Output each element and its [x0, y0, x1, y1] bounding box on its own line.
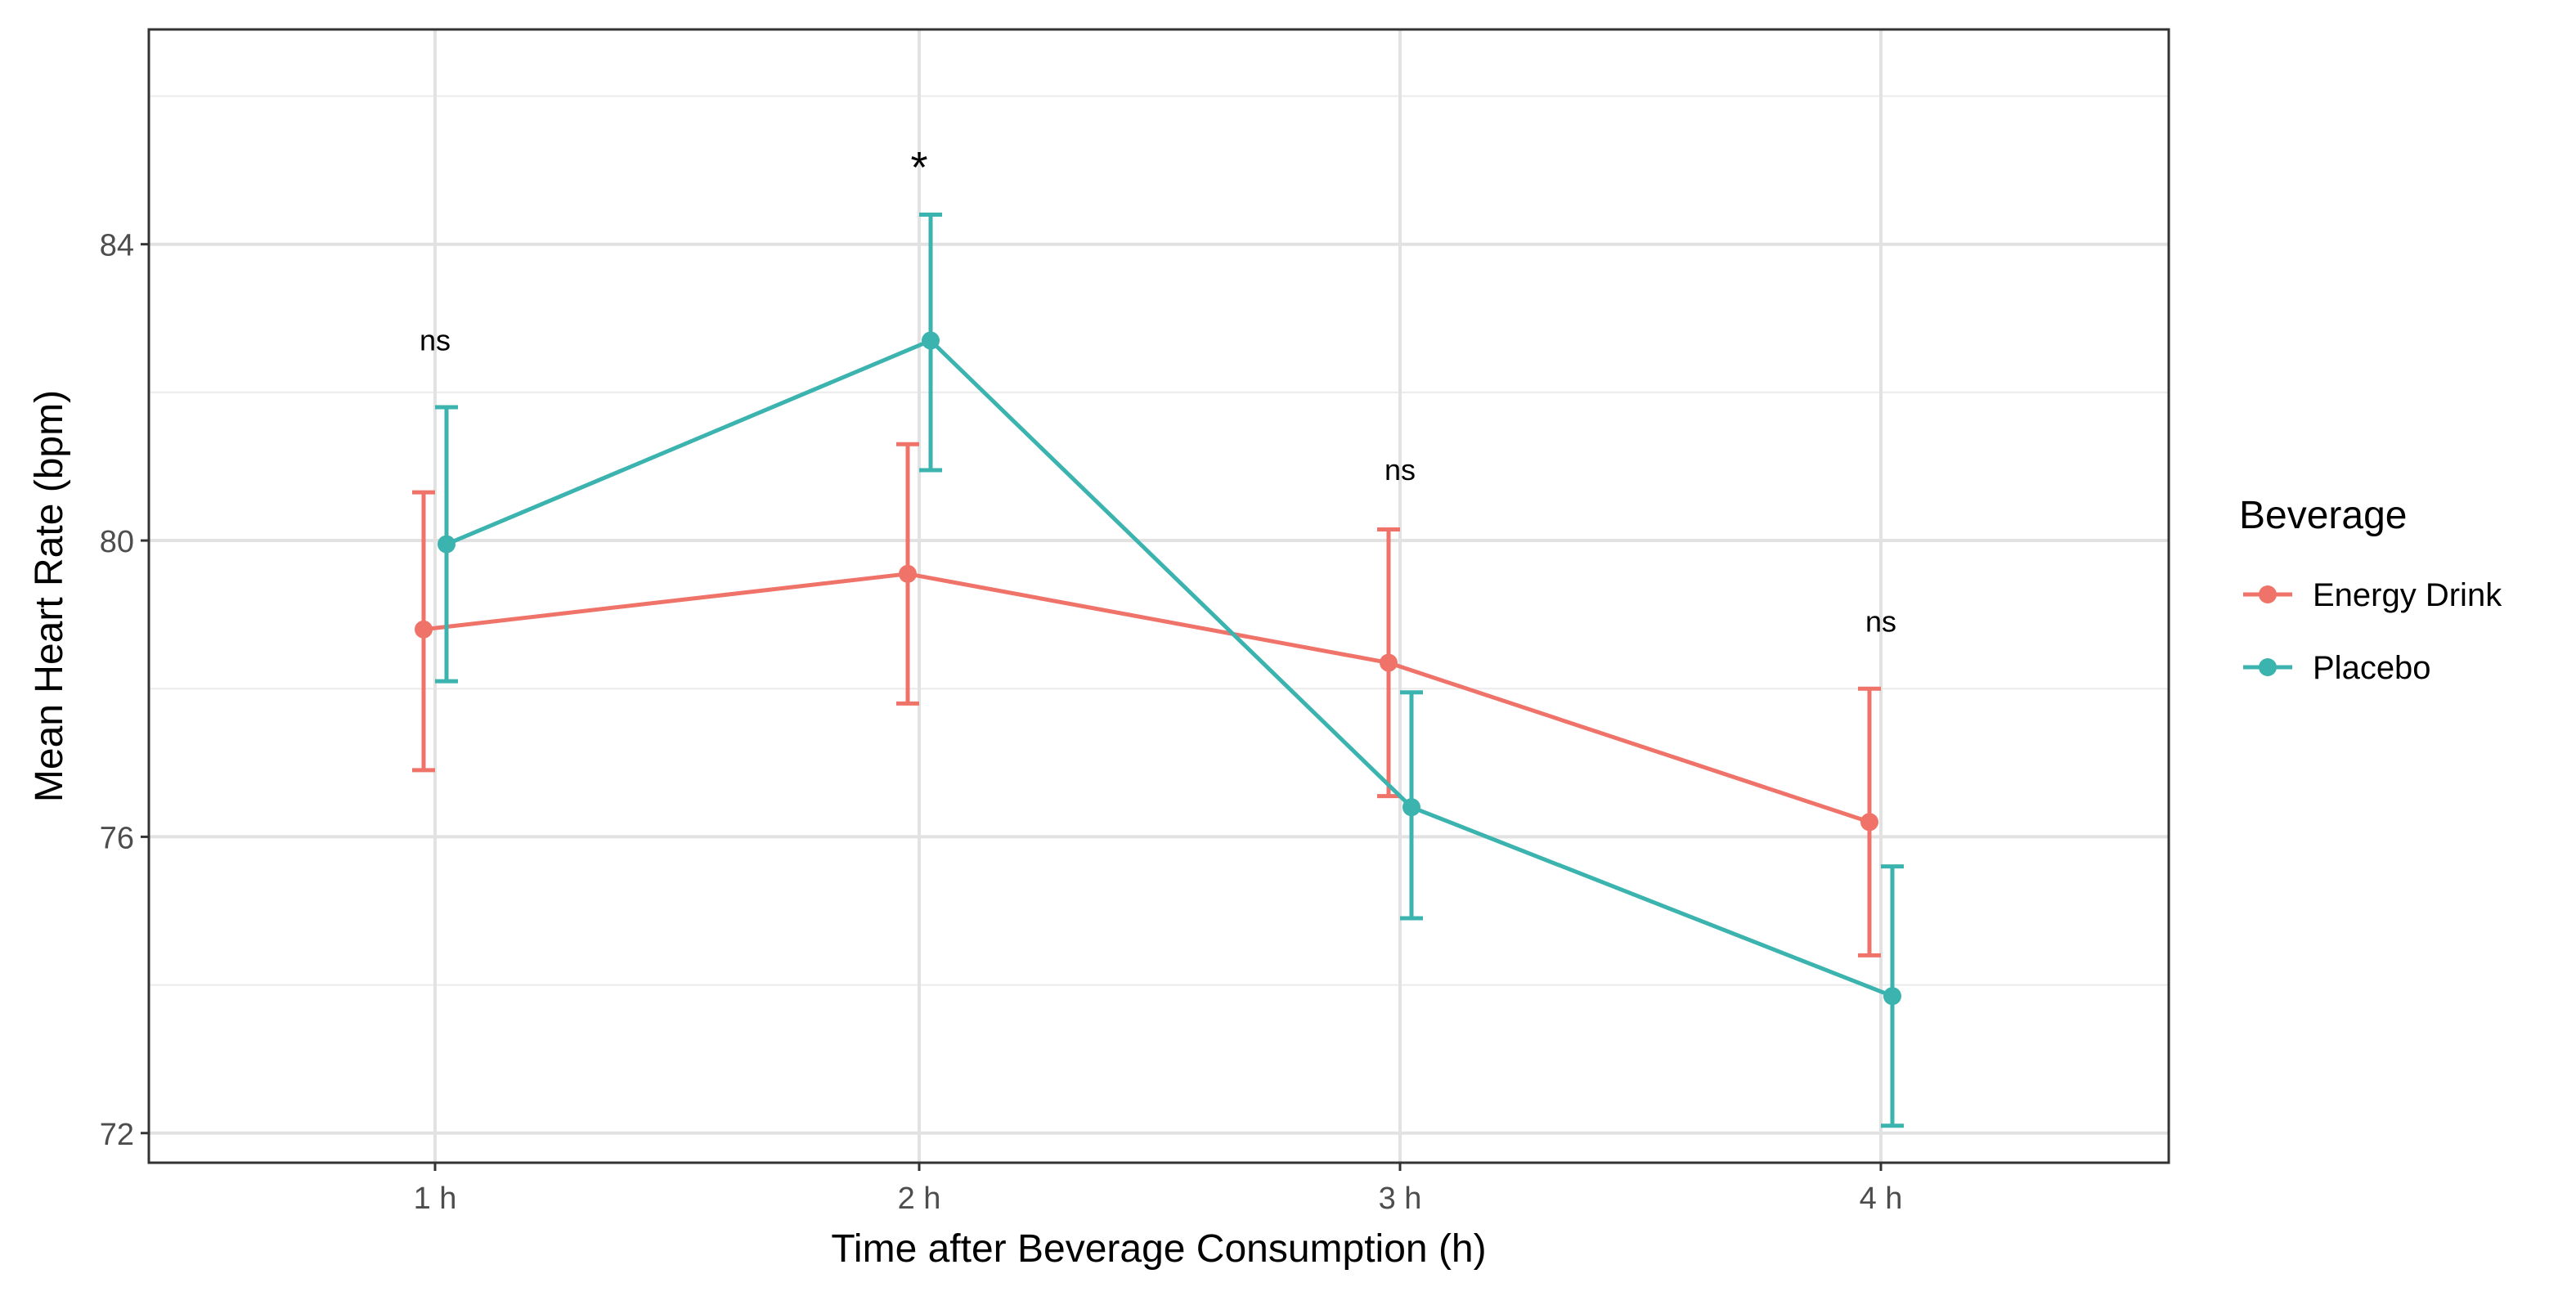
- x-tick-label: 1 h: [414, 1182, 457, 1216]
- data-point: [438, 535, 456, 554]
- significance-label: *: [910, 143, 927, 192]
- plot-panel-border: [147, 28, 2170, 1164]
- significance-label: ns: [1384, 453, 1416, 487]
- data-point: [1883, 987, 1901, 1006]
- legend-item-energy-drink: Energy Drink: [2243, 577, 2502, 613]
- grid-layer: [149, 29, 2169, 1163]
- series-energy-drink: [412, 442, 1881, 957]
- annotation-layer: ns * ns ns: [420, 143, 1896, 639]
- series-line: [446, 338, 1893, 998]
- series-placebo: [435, 212, 1904, 1128]
- significance-label: ns: [420, 323, 451, 357]
- plot-panel-background: [149, 29, 2169, 1163]
- significance-label: ns: [1865, 605, 1896, 639]
- y-tick-label: 76: [100, 821, 134, 855]
- series-layer: [412, 212, 1904, 1128]
- legend-title: Beverage: [2239, 494, 2407, 537]
- legend-key-point: [2259, 585, 2277, 603]
- legend-label: Placebo: [2313, 650, 2431, 686]
- data-point: [1860, 813, 1878, 832]
- y-tick-label: 72: [100, 1118, 134, 1152]
- x-tick-label: 4 h: [1860, 1182, 1903, 1216]
- data-point: [1402, 798, 1420, 817]
- legend-label: Energy Drink: [2313, 577, 2502, 613]
- series-line: [423, 572, 1870, 824]
- data-point: [899, 564, 917, 583]
- y-tick-label: 80: [100, 525, 134, 559]
- legend: Beverage Energy Drink Placebo: [2239, 494, 2502, 686]
- legend-item-placebo: Placebo: [2243, 650, 2431, 686]
- legend-key-point: [2259, 658, 2277, 676]
- y-axis-title: Mean Heart Rate (bpm): [28, 390, 71, 802]
- axis-layer: 72 76 80 84 1 h 2 h 3 h 4 h: [100, 229, 1903, 1216]
- y-tick-label: 84: [100, 229, 134, 263]
- data-point: [1380, 653, 1398, 672]
- x-tick-label: 2 h: [898, 1182, 941, 1216]
- data-point: [922, 331, 940, 350]
- x-axis-title: Time after Beverage Consumption (h): [831, 1227, 1486, 1271]
- data-point: [415, 620, 433, 639]
- x-tick-label: 3 h: [1379, 1182, 1422, 1216]
